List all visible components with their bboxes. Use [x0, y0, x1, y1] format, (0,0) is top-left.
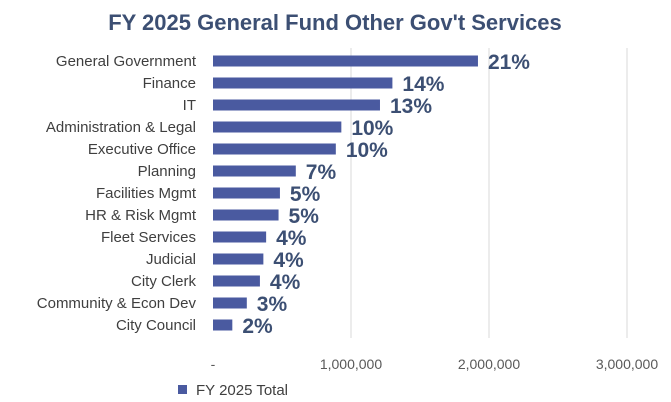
- x-tick-label: 2,000,000: [458, 356, 520, 372]
- bar: [213, 99, 380, 111]
- data-label: 7%: [306, 161, 337, 184]
- data-label: 14%: [402, 73, 444, 96]
- category-label: City Clerk: [131, 273, 197, 290]
- bar: [213, 187, 280, 199]
- category-label: IT: [183, 97, 196, 114]
- data-label: 10%: [351, 117, 393, 140]
- bar: [213, 55, 478, 67]
- category-label: Administration & Legal: [46, 119, 196, 136]
- data-label: 4%: [276, 227, 307, 250]
- x-axis-tick-labels: - 1,000,000 2,000,000 3,000,000: [211, 356, 659, 372]
- legend-label: FY 2025 Total: [196, 382, 288, 399]
- chart-title: FY 2025 General Fund Other Gov't Service…: [108, 10, 562, 35]
- category-label: HR & Risk Mgmt: [85, 207, 197, 224]
- data-label: 13%: [390, 95, 432, 118]
- data-label: 5%: [289, 205, 320, 228]
- x-tick-label: -: [211, 356, 216, 372]
- category-label: City Council: [116, 317, 196, 334]
- x-tick-label: 3,000,000: [596, 356, 658, 372]
- category-label: Executive Office: [88, 141, 196, 158]
- data-label: 21%: [488, 51, 530, 74]
- bar: [213, 165, 296, 177]
- gridlines: [350, 48, 628, 338]
- bar: [213, 275, 260, 287]
- data-label: 2%: [242, 315, 273, 338]
- category-label: Community & Econ Dev: [37, 295, 197, 312]
- bar: [213, 253, 264, 265]
- category-label: General Government: [56, 53, 197, 70]
- category-label: Facilities Mgmt: [96, 185, 197, 202]
- category-label: Fleet Services: [101, 229, 196, 246]
- legend: FY 2025 Total: [178, 382, 288, 399]
- bar: [213, 297, 247, 309]
- data-label: 4%: [273, 249, 304, 272]
- legend-swatch: [178, 385, 187, 394]
- data-label: 4%: [270, 271, 301, 294]
- data-label: 5%: [290, 183, 321, 206]
- bar: [213, 143, 336, 155]
- category-label: Planning: [138, 163, 196, 180]
- bar: [213, 77, 393, 89]
- bar: [213, 121, 342, 133]
- data-label: 3%: [257, 293, 288, 316]
- data-label: 10%: [346, 139, 388, 162]
- data-labels: 21%14%13%10%10%7%5%5%4%4%4%3%2%: [242, 51, 530, 338]
- category-labels: General Government Finance IT Administratio…: [37, 53, 197, 334]
- category-label: Judicial: [146, 251, 196, 268]
- category-label: Finance: [143, 75, 196, 92]
- bar: [213, 319, 233, 331]
- x-tick-label: 1,000,000: [320, 356, 382, 372]
- bar: [213, 231, 267, 243]
- bars: [213, 55, 478, 331]
- bar: [213, 209, 279, 221]
